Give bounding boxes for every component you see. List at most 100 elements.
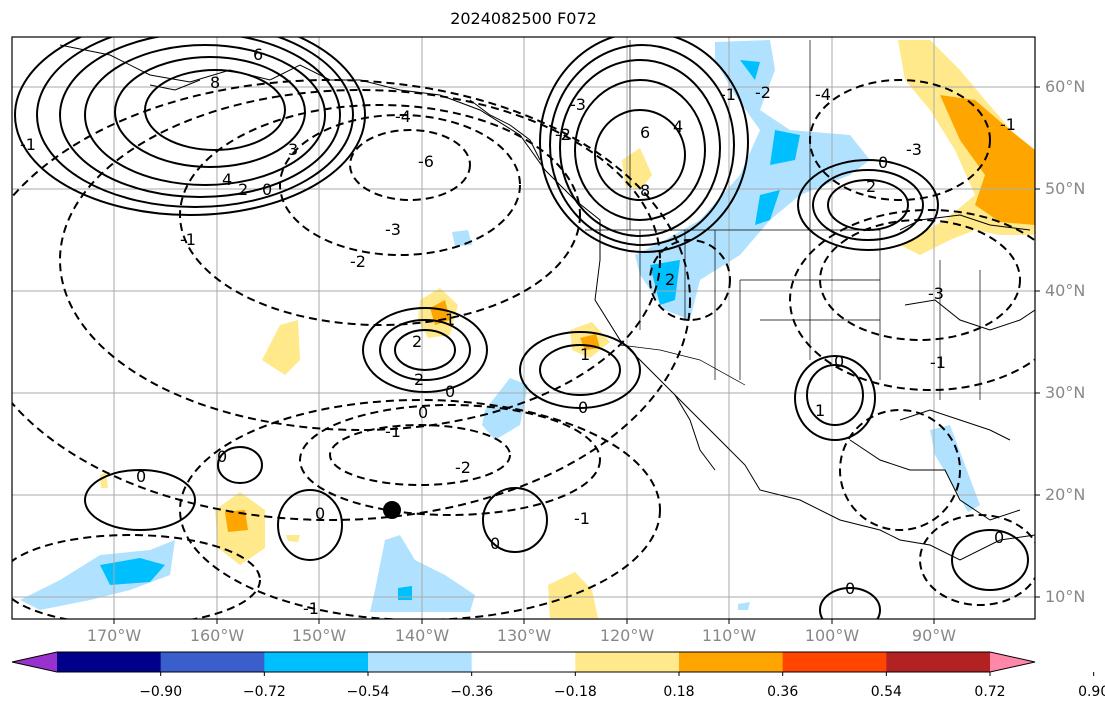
contour-label: -3 [928, 284, 944, 303]
lon-label: 130°W [496, 626, 552, 645]
neg-anomaly-core [398, 586, 412, 600]
contour-label: 2 [238, 180, 248, 199]
contour-label: 1 [445, 310, 455, 329]
contour-label: 0 [490, 534, 500, 553]
contour-label: -1 [574, 509, 590, 528]
colorbar-tick-label: 0.36 [767, 684, 799, 700]
colorbar-segment [679, 652, 784, 672]
contour-label: 4 [673, 117, 683, 136]
lat-label: 50°N [1045, 179, 1086, 198]
contour-label: -2 [455, 458, 471, 477]
colorbar-segment [57, 652, 162, 672]
neg-anomaly-area [738, 602, 750, 610]
contour-label: 0 [578, 398, 588, 417]
contour-label: 2 [665, 270, 675, 289]
contour-label: 0 [262, 180, 272, 199]
lat-label: 40°N [1045, 281, 1086, 300]
lat-ticks [1035, 86, 1040, 598]
contour-label: 3 [288, 140, 298, 159]
colorbar-segment [886, 652, 991, 672]
lon-label: 160°W [189, 626, 245, 645]
lon-label: 170°W [86, 626, 142, 645]
colorbar-tick-label: 0.72 [974, 684, 1006, 700]
contour-label: 6 [253, 45, 263, 64]
contour-label: 0 [834, 352, 844, 371]
colorbar-outline [11, 651, 1036, 673]
lat-label: 60°N [1045, 77, 1086, 96]
dashed-contours [12, 79, 1035, 619]
lon-label: 110°W [701, 626, 757, 645]
lat-label: 10°N [1045, 587, 1086, 606]
contour-label: -1 [303, 599, 319, 618]
contour-label: -6 [418, 152, 434, 171]
contour-label: 1 [580, 345, 590, 364]
colorbar-segment [368, 652, 473, 672]
contour-label: -3 [385, 220, 401, 239]
pos-anomaly-core [225, 510, 248, 532]
colorbar-segment [160, 652, 265, 672]
colorbar-tick-label: −0.54 [346, 684, 390, 700]
storm-center-dot [383, 501, 401, 519]
neg-anomaly-area [452, 230, 472, 246]
contour-label: 2 [412, 332, 422, 351]
contour-label: -1 [930, 353, 946, 372]
contour-label: -2 [755, 83, 771, 102]
lat-label: 30°N [1045, 383, 1086, 402]
lon-label: 150°W [291, 626, 347, 645]
contour-label: 8 [640, 181, 650, 200]
colorbar-tick-label: 0.18 [663, 684, 695, 700]
contour-label: 6 [640, 123, 650, 142]
contour-label: 8 [210, 73, 220, 92]
colorbar-tick-label: 0.90 [1078, 684, 1105, 700]
contour-label: 2 [866, 177, 876, 196]
colorbar-tick-label: −0.18 [553, 684, 597, 700]
contour-label: 0 [994, 528, 1004, 547]
neg-anomaly-core [100, 558, 165, 585]
contour-label: 0 [445, 382, 455, 401]
contour-label: 0 [136, 467, 146, 486]
contour-label: -1 [180, 230, 196, 249]
pos-anomaly-area [622, 148, 652, 190]
contour-label: -3 [906, 140, 922, 159]
neg-anomaly-core [650, 60, 800, 305]
colorbar-tick-label: 0.54 [870, 684, 902, 700]
lon-label: 100°W [804, 626, 860, 645]
contour-label: -1 [20, 135, 36, 154]
colorbar-segment [782, 652, 887, 672]
contour-label: 0 [845, 579, 855, 598]
pos-anomaly-core [940, 95, 1035, 225]
contour-label: -2 [555, 125, 571, 144]
neg-anomaly-area [635, 40, 870, 320]
coastlines [59, 44, 1035, 561]
colorbar-segment [264, 652, 369, 672]
colorbar-extend-high [990, 652, 1035, 672]
contour-label: 0 [315, 504, 325, 523]
lat-label: 20°N [1045, 485, 1086, 504]
lon-label: 90°W [911, 626, 957, 645]
colorbar-tick-label: −0.90 [139, 684, 183, 700]
contour-label: 4 [222, 170, 232, 189]
graticule [12, 37, 1035, 619]
contour-label: 2 [414, 370, 424, 389]
colorbar-extend-low [12, 652, 57, 672]
lon-ticks [113, 619, 935, 624]
neg-anomaly-area [930, 425, 980, 512]
neg-anomaly-area [20, 540, 175, 610]
lon-label: 140°W [394, 626, 450, 645]
contour-label: -3 [570, 95, 586, 114]
colorbar [11, 651, 1095, 676]
contour-label: 0 [217, 447, 227, 466]
contour-label: 1 [815, 401, 825, 420]
pos-anomaly-area [262, 320, 300, 375]
lon-label: 120°W [599, 626, 655, 645]
colorbar-tick-label: −0.72 [242, 684, 286, 700]
colorbar-tick-label: −0.36 [450, 684, 494, 700]
map-title: 2024082500 F072 [450, 9, 597, 28]
contour-label: -1 [720, 85, 736, 104]
contour-label: -2 [350, 252, 366, 271]
contour-label: -4 [815, 85, 831, 104]
contour-labels: 6 8 4 2 0 3 6 4 8 2 0 2 0 2 0 2 1 0 1 0 … [20, 45, 1016, 618]
contour-label: -1 [1000, 115, 1016, 134]
contour-label: -4 [395, 107, 411, 126]
